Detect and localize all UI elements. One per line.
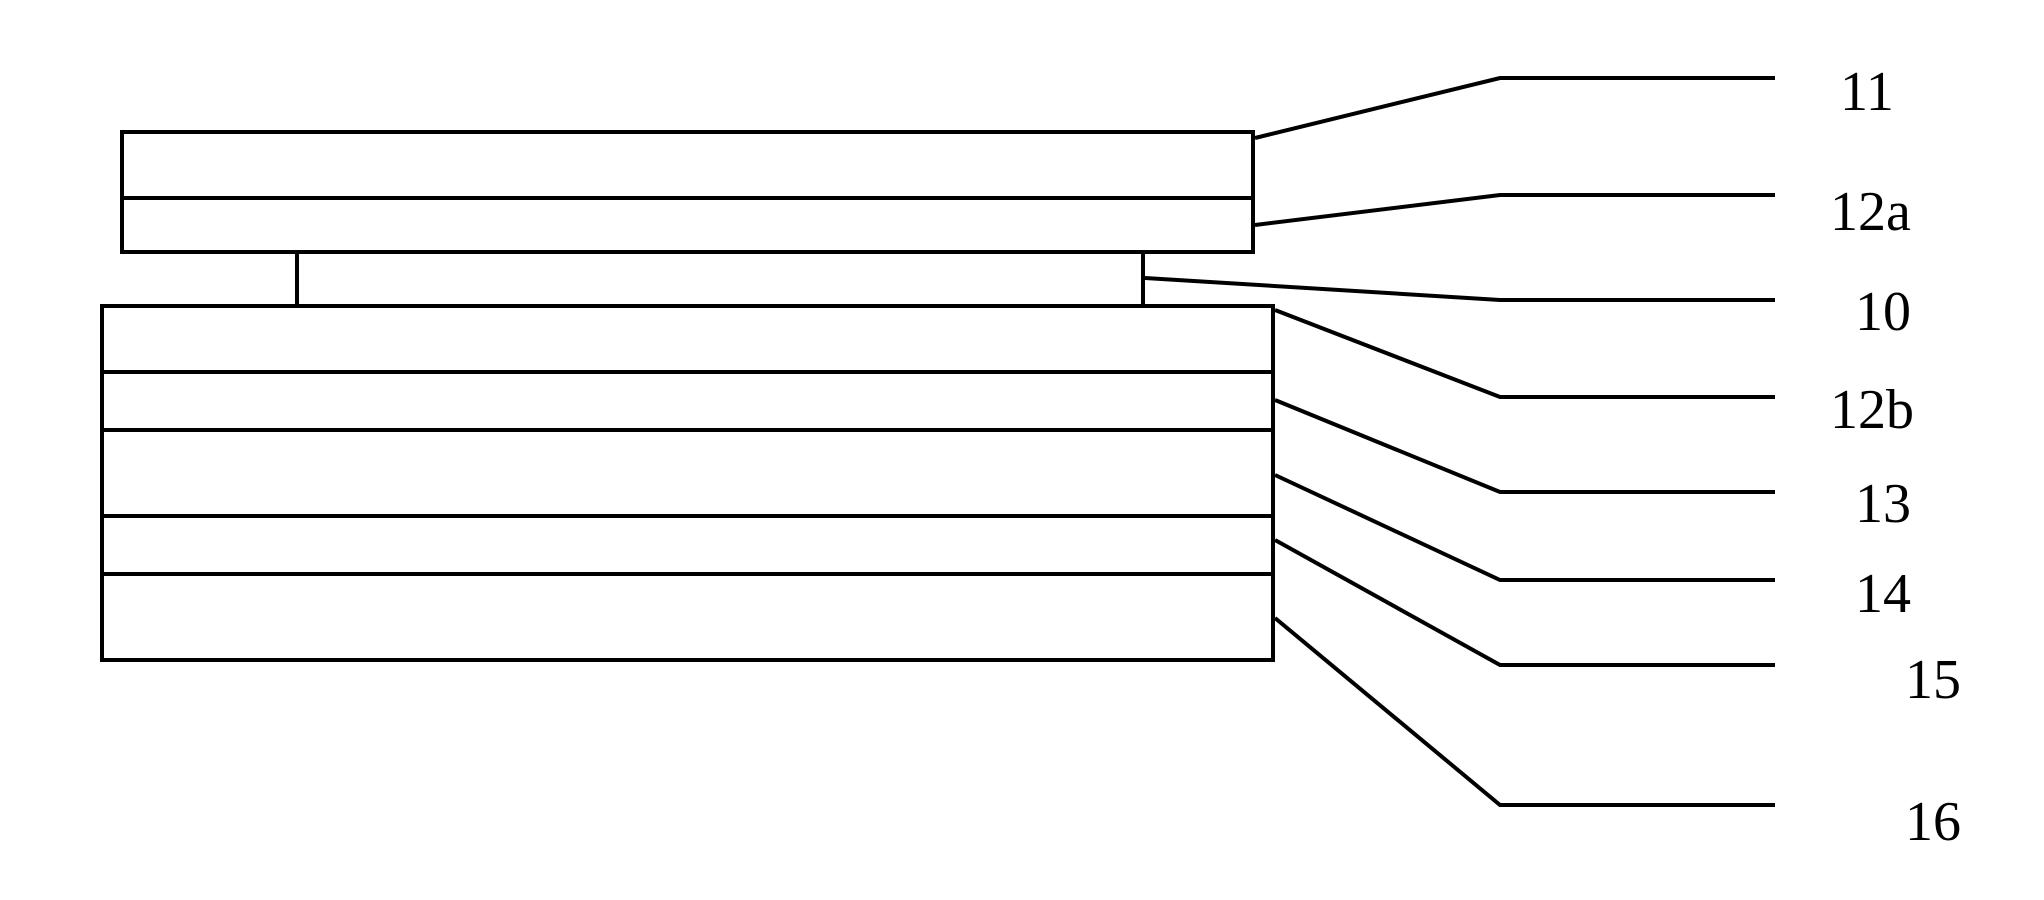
leader-12b [1275,310,1775,397]
label-13: 13 [1855,472,1911,536]
leader-12a [1255,195,1775,225]
leader-14 [1275,475,1775,580]
leader-10 [1145,278,1775,300]
layer-14-rect [100,428,1275,518]
layer-diagram: 11 12a 10 12b 13 14 15 16 [0,0,2044,900]
label-14: 14 [1855,562,1911,626]
layer-15-rect [100,514,1275,576]
layer-13-rect [100,370,1275,432]
label-16: 16 [1905,790,1961,854]
leader-15 [1275,540,1775,665]
leader-16 [1275,618,1775,805]
label-10: 10 [1855,280,1911,344]
leader-13 [1275,400,1775,492]
label-15: 15 [1905,648,1961,712]
layer-12b-rect [100,304,1275,374]
layer-12a-rect [120,196,1255,254]
layer-16-rect [100,572,1275,662]
label-11: 11 [1840,60,1894,124]
leader-11 [1255,78,1775,138]
layer-10-rect [295,250,1145,308]
layer-11-rect [120,130,1255,200]
label-12a: 12a [1830,180,1911,244]
label-12b: 12b [1830,378,1914,442]
